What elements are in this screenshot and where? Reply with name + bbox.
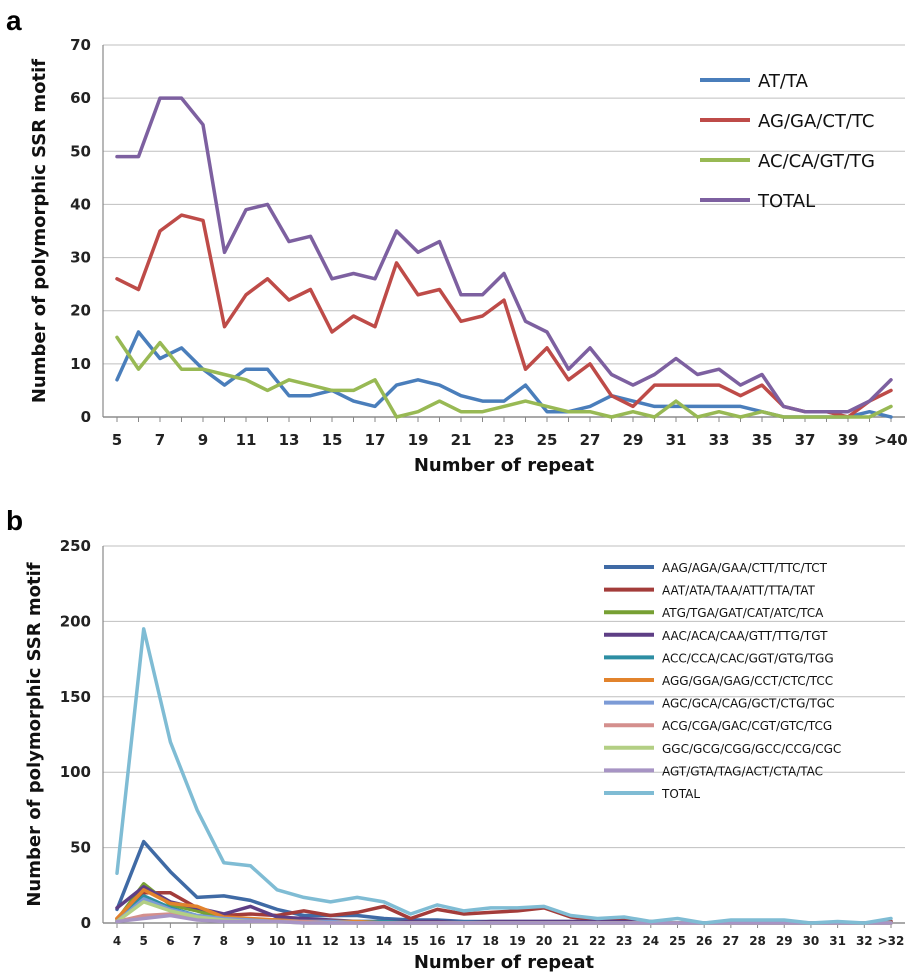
x-tick-label: 19 bbox=[509, 934, 526, 948]
legend-label: TOTAL bbox=[661, 787, 700, 801]
x-tick-label: 9 bbox=[198, 431, 208, 449]
x-tick-label: 6 bbox=[166, 934, 174, 948]
x-tick-label: 7 bbox=[193, 934, 201, 948]
x-tick-label: 13 bbox=[279, 431, 300, 449]
x-tick-label: 19 bbox=[408, 431, 429, 449]
x-tick-label: 25 bbox=[537, 431, 558, 449]
x-tick-label: 39 bbox=[838, 431, 859, 449]
x-tick-label: 7 bbox=[155, 431, 165, 449]
x-tick-label: 29 bbox=[623, 431, 644, 449]
x-tick-label: 29 bbox=[776, 934, 793, 948]
x-tick-label: 32 bbox=[856, 934, 873, 948]
x-tick-label: >32 bbox=[878, 934, 905, 948]
legend-label: AGT/GTA/TAG/ACT/CTA/TAC bbox=[662, 764, 823, 778]
y-tick-label: 50 bbox=[70, 839, 91, 857]
legend-label: AAC/ACA/CAA/GTT/TTG/TGT bbox=[662, 629, 828, 643]
series-line-1 bbox=[115, 330, 893, 419]
y-tick-label: 70 bbox=[70, 36, 91, 54]
x-tick-label: 20 bbox=[536, 934, 553, 948]
legend-label: AAG/AGA/GAA/CTT/TTC/TCT bbox=[662, 561, 828, 575]
x-tick-label: 22 bbox=[589, 934, 606, 948]
x-tick-label: 9 bbox=[246, 934, 254, 948]
x-tick-label: 11 bbox=[295, 934, 312, 948]
panel-a-letter: a bbox=[6, 5, 22, 36]
x-tick-label: 5 bbox=[140, 934, 148, 948]
x-tick-label: 27 bbox=[723, 934, 740, 948]
x-tick-label: 27 bbox=[580, 431, 601, 449]
legend-label: AAT/ATA/TAA/ATT/TTA/TAT bbox=[662, 584, 816, 598]
x-tick-label: 21 bbox=[451, 431, 472, 449]
x-tick-label: 28 bbox=[749, 934, 766, 948]
x-tick-label: 13 bbox=[349, 934, 366, 948]
x-tick-label: 5 bbox=[112, 431, 122, 449]
x-axis-title: Number of repeat bbox=[414, 952, 595, 973]
x-tick-label: 15 bbox=[322, 431, 343, 449]
legend-label: ACG/CGA/GAC/CGT/GTC/TCG bbox=[662, 719, 832, 733]
x-tick-label: 17 bbox=[365, 431, 386, 449]
x-tick-label: 8 bbox=[220, 934, 228, 948]
x-tick-label: 26 bbox=[696, 934, 713, 948]
x-tick-label: 11 bbox=[236, 431, 257, 449]
series-line-3 bbox=[115, 335, 893, 419]
legend-label: AC/CA/GT/TG bbox=[758, 151, 875, 172]
x-tick-label: 23 bbox=[616, 934, 633, 948]
x-tick-label: 14 bbox=[376, 934, 393, 948]
legend-label: AT/TA bbox=[758, 71, 809, 92]
x-tick-label: 15 bbox=[402, 934, 419, 948]
y-tick-label: 50 bbox=[70, 142, 91, 160]
x-tick-label: 33 bbox=[709, 431, 730, 449]
x-tick-label: 24 bbox=[642, 934, 659, 948]
x-tick-label: 23 bbox=[494, 431, 515, 449]
y-tick-label: 100 bbox=[60, 763, 91, 781]
series-line-10 bbox=[115, 913, 893, 925]
x-tick-label: 31 bbox=[829, 934, 846, 948]
x-tick-label: 21 bbox=[562, 934, 579, 948]
legend-label: GGC/GCG/CGG/GCC/CCG/CGC bbox=[662, 742, 841, 756]
y-tick-label: 150 bbox=[60, 688, 91, 706]
legend-label: TOTAL bbox=[757, 191, 815, 212]
legend-label: AG/GA/CT/TC bbox=[758, 111, 874, 132]
x-tick-label: 25 bbox=[669, 934, 686, 948]
y-tick-label: 10 bbox=[70, 355, 91, 373]
legend-label: ATG/TGA/GAT/CAT/ATC/TCA bbox=[662, 606, 824, 620]
legend-label: AGC/GCA/CAG/GCT/CTG/TGC bbox=[662, 697, 834, 711]
x-tick-label: 18 bbox=[482, 934, 499, 948]
y-tick-label: 0 bbox=[81, 408, 91, 426]
x-tick-label: 12 bbox=[322, 934, 339, 948]
x-tick-label: 10 bbox=[269, 934, 286, 948]
y-tick-label: 0 bbox=[81, 914, 91, 932]
x-tick-label: 31 bbox=[666, 431, 687, 449]
x-tick-label: 30 bbox=[803, 934, 820, 948]
series-line-2 bbox=[115, 213, 893, 419]
chart-panel-b: 0 50 100 150 200 250 4 5 6 7 8 9 10 11 12 13 14 15 16 17 18 1… bbox=[24, 537, 905, 973]
legend-label: ACC/CCA/CAC/GGT/GTG/TGG bbox=[662, 651, 834, 665]
x-tick-label: >40 bbox=[874, 431, 907, 449]
series-line-11 bbox=[115, 627, 893, 925]
y-tick-label: 60 bbox=[70, 89, 91, 107]
y-tick-label: 250 bbox=[60, 537, 91, 555]
x-tick-label: 4 bbox=[113, 934, 121, 948]
x-tick-label: 37 bbox=[795, 431, 816, 449]
x-tick-label: 17 bbox=[456, 934, 473, 948]
panel-b-letter: b bbox=[6, 505, 23, 536]
y-axis-title: Number of polymorphic SSR motif bbox=[24, 562, 45, 906]
x-tick-label: 35 bbox=[752, 431, 773, 449]
y-axis-title: Number of polymorphic SSR motif bbox=[29, 59, 50, 403]
y-tick-label: 40 bbox=[70, 195, 91, 213]
y-tick-label: 30 bbox=[70, 249, 91, 267]
x-tick-label: 16 bbox=[429, 934, 446, 948]
chart-panel-a: 0 10 20 30 40 50 60 70 5 7 9 11 13 15 17 19 21 23 25 27 29 31… bbox=[29, 36, 908, 476]
y-tick-label: 200 bbox=[60, 612, 91, 630]
legend-label: AGG/GGA/GAG/CCT/CTC/TCC bbox=[662, 674, 833, 688]
series-line-4 bbox=[115, 96, 893, 414]
x-axis-title: Number of repeat bbox=[414, 455, 595, 476]
y-tick-label: 20 bbox=[70, 302, 91, 320]
